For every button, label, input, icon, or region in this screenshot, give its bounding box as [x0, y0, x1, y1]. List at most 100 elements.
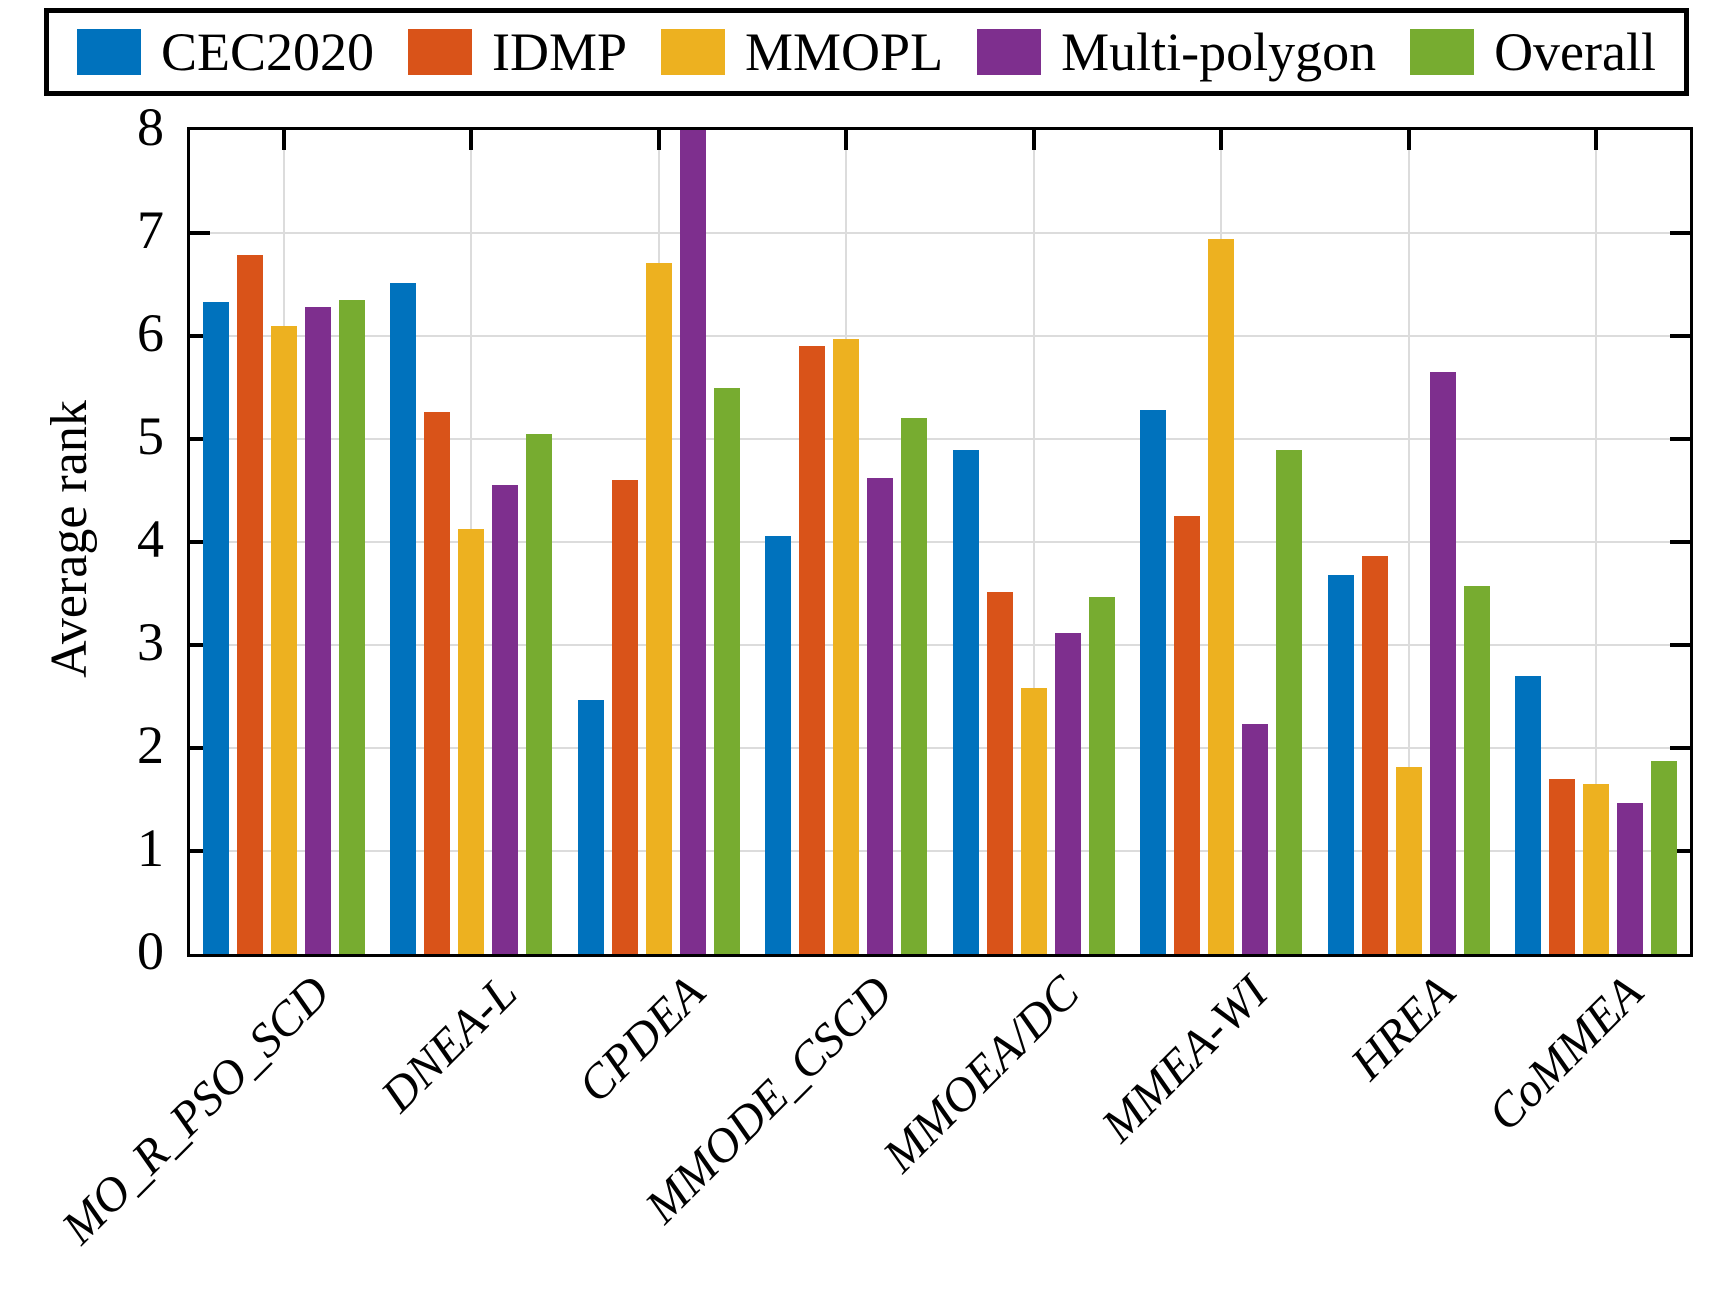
legend-label: Multi-polygon	[1061, 22, 1377, 82]
gridline-h	[190, 644, 1690, 646]
legend-item-mmopl: MMOPL	[661, 25, 943, 79]
bar-CoMMEA-Multi-polygon	[1617, 802, 1644, 954]
bar-MMODE_CSCD-MMOPL	[833, 339, 860, 954]
legend-swatch-icon	[77, 29, 141, 75]
bar-MMODE_CSCD-Multi-polygon	[867, 478, 894, 954]
legend-swatch-icon	[977, 29, 1042, 75]
bar-CoMMEA-MMOPL	[1583, 784, 1610, 954]
x-tick-label: CoMMEA	[1477, 965, 1653, 1141]
x-tick-mark-top	[844, 130, 849, 150]
bar-CPDEA-CEC2020	[577, 699, 604, 954]
x-tick-label: MMOEA/DC	[873, 965, 1091, 1183]
x-tick-label: HREA	[1340, 965, 1466, 1091]
y-tick-label: 1	[137, 818, 164, 878]
plot-area	[187, 127, 1693, 957]
gridline-h	[190, 541, 1690, 543]
bar-HREA-MMOPL	[1395, 766, 1422, 954]
bar-CoMMEA-IDMP	[1549, 778, 1576, 954]
bar-MMODE_CSCD-Overall	[901, 418, 928, 954]
bar-MMOEA/DC-CEC2020	[952, 450, 979, 954]
bar-DNEA-L-Overall	[526, 433, 553, 954]
y-tick-label: 6	[137, 303, 164, 363]
x-tick-mark-top	[1594, 130, 1599, 150]
bar-MO_R_PSO_SCD-MMOPL	[270, 325, 297, 954]
bar-MMEA-WI-CEC2020	[1140, 410, 1167, 954]
y-tick-label: 4	[137, 509, 164, 569]
bar-MO_R_PSO_SCD-IDMP	[236, 254, 263, 954]
y-tick-mark-right	[1670, 643, 1690, 647]
legend-item-cec2020: CEC2020	[77, 25, 374, 79]
bar-MMEA-WI-Multi-polygon	[1242, 724, 1269, 954]
gridline-h	[190, 335, 1690, 337]
x-tick-mark-top	[281, 130, 286, 150]
legend-item-multi-polygon: Multi-polygon	[977, 25, 1376, 79]
bar-MMEA-WI-MMOPL	[1208, 239, 1235, 954]
bar-HREA-Overall	[1463, 586, 1490, 954]
bar-MMOEA/DC-MMOPL	[1020, 688, 1047, 954]
bar-MO_R_PSO_SCD-Overall	[338, 299, 365, 954]
gridline-h	[190, 747, 1690, 749]
bar-MMOEA/DC-Multi-polygon	[1054, 632, 1081, 954]
bar-MMOEA/DC-Overall	[1088, 596, 1115, 954]
y-tick-mark-right	[1670, 231, 1690, 235]
gridline-h	[190, 438, 1690, 440]
y-tick-mark-right	[1670, 437, 1690, 441]
y-tick-label: 8	[137, 97, 164, 157]
x-tick-mark-top	[656, 130, 661, 150]
gridline-v	[1595, 130, 1598, 954]
x-tick-label: MO_R_PSO_SCD	[51, 965, 341, 1255]
bar-DNEA-L-MMOPL	[458, 528, 485, 954]
legend-item-overall: Overall	[1410, 25, 1656, 79]
gridline-h	[190, 232, 1690, 234]
gridline-h	[190, 850, 1690, 852]
bar-CPDEA-Multi-polygon	[679, 130, 706, 954]
bar-HREA-Multi-polygon	[1429, 372, 1456, 954]
x-tick-label: DNEA-L	[371, 965, 528, 1123]
legend-label: CEC2020	[161, 22, 375, 82]
bar-HREA-IDMP	[1361, 556, 1388, 954]
bar-CoMMEA-CEC2020	[1515, 675, 1542, 954]
bar-MO_R_PSO_SCD-Multi-polygon	[304, 307, 331, 954]
y-tick-mark-right	[1670, 849, 1690, 853]
y-tick-label: 7	[137, 200, 164, 260]
bar-DNEA-L-IDMP	[424, 412, 451, 954]
legend-swatch-icon	[408, 29, 473, 75]
y-tick-mark-left	[190, 334, 210, 338]
bar-CoMMEA-Overall	[1651, 761, 1678, 954]
x-tick-mark-top	[1406, 130, 1411, 150]
bar-HREA-CEC2020	[1327, 574, 1354, 954]
y-tick-mark-left	[190, 540, 210, 544]
bar-CPDEA-MMOPL	[645, 262, 672, 954]
gridline-v	[1407, 130, 1410, 954]
bar-DNEA-L-CEC2020	[390, 283, 417, 954]
bar-MMODE_CSCD-CEC2020	[765, 535, 792, 954]
y-tick-mark-left	[190, 746, 210, 750]
y-tick-mark-right	[1670, 746, 1690, 750]
y-tick-mark-left	[190, 643, 210, 647]
y-tick-mark-right	[1670, 334, 1690, 338]
x-tick-mark-top	[1219, 130, 1224, 150]
legend-swatch-icon	[661, 29, 726, 75]
x-tick-label: CPDEA	[568, 965, 716, 1113]
bar-MMODE_CSCD-IDMP	[799, 346, 826, 954]
bar-CPDEA-Overall	[713, 387, 740, 954]
y-tick-mark-left	[190, 231, 210, 235]
legend: CEC2020 IDMP MMOPL Multi-polygon Overall	[44, 8, 1689, 96]
y-tick-label: 3	[137, 612, 164, 672]
legend-swatch-icon	[1410, 29, 1475, 75]
legend-label: Overall	[1494, 22, 1656, 82]
y-tick-label: 0	[137, 921, 164, 981]
y-tick-mark-right	[1670, 540, 1690, 544]
y-tick-mark-left	[190, 437, 210, 441]
bar-DNEA-L-Multi-polygon	[492, 485, 519, 954]
bar-CPDEA-IDMP	[611, 480, 638, 954]
legend-item-idmp: IDMP	[408, 25, 627, 79]
legend-label: MMOPL	[745, 22, 944, 82]
gridline-v	[1032, 130, 1035, 954]
y-tick-mark-left	[190, 849, 210, 853]
legend-label: IDMP	[492, 22, 628, 82]
y-tick-label: 5	[137, 406, 164, 466]
bar-MO_R_PSO_SCD-CEC2020	[202, 302, 229, 954]
x-tick-mark-top	[1031, 130, 1036, 150]
